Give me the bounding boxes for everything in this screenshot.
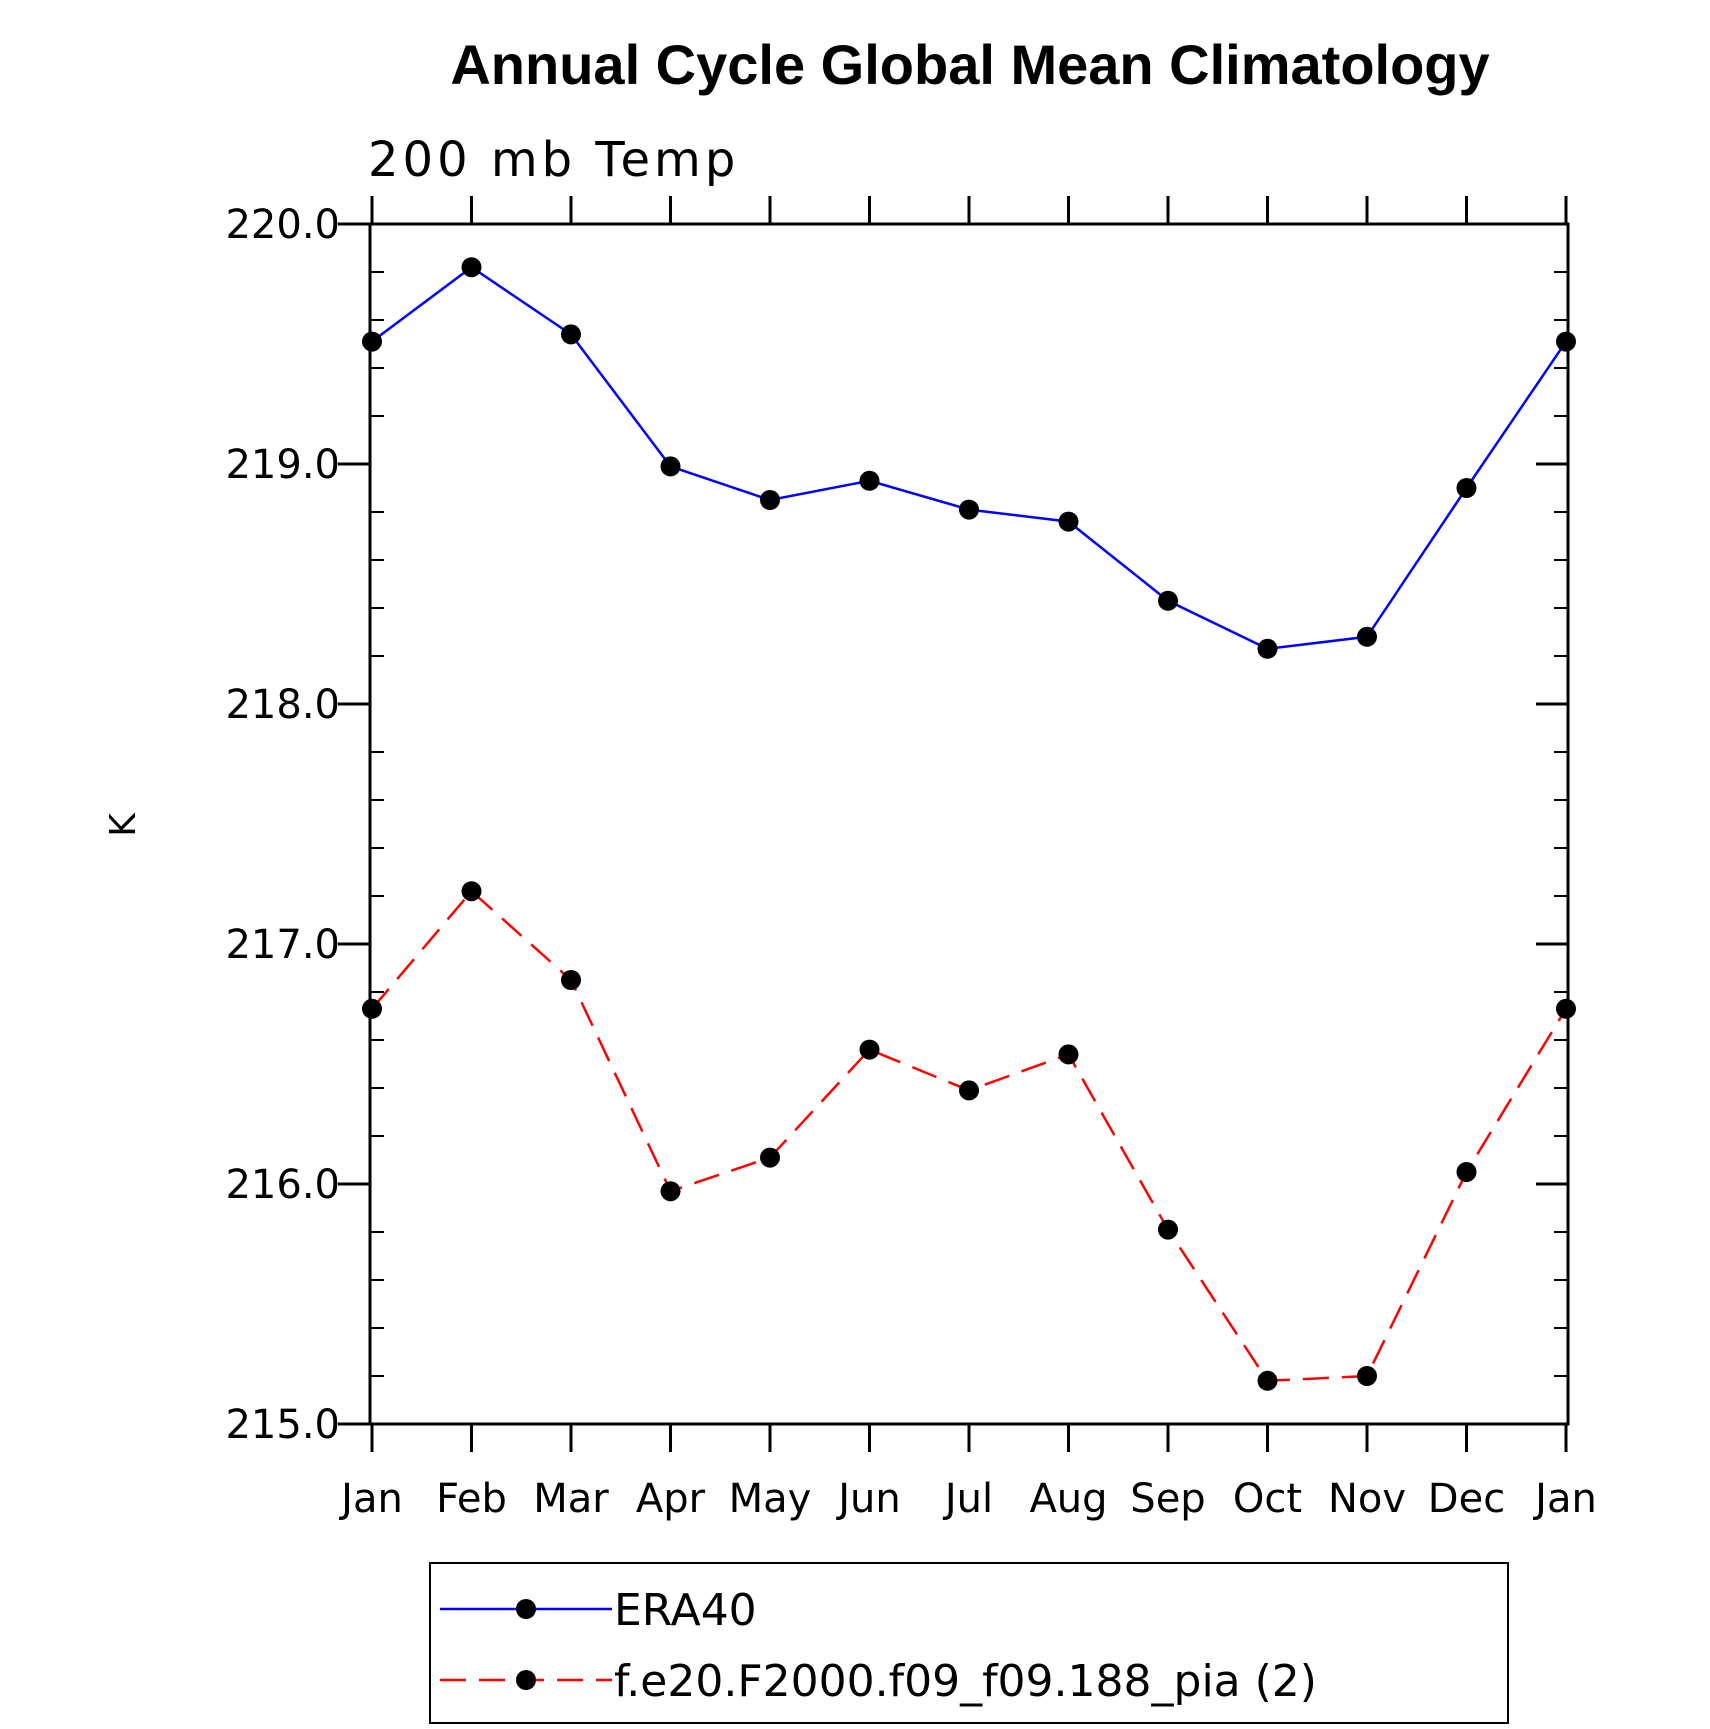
- legend-entry-1: ERA40: [440, 1585, 757, 1636]
- data-point: [561, 970, 581, 990]
- data-point: [1456, 1162, 1477, 1182]
- x-tick-label: May: [729, 1476, 812, 1522]
- data-point: [461, 257, 482, 278]
- series-line: [371, 265, 1568, 651]
- chart-subtitle: 200 mb Temp: [368, 132, 739, 188]
- y-tick-label: 215.0: [225, 1402, 340, 1448]
- x-tick-label: Jan: [1532, 1476, 1597, 1522]
- data-point: [760, 490, 780, 510]
- data-point: [1556, 998, 1576, 1019]
- plot-frame: [368, 222, 1570, 1426]
- plot-axes: Jan Feb Mar Apr May Jun Jul Aug Sep Oct Nov Dec Jan 2…: [225, 196, 1597, 1522]
- data-point: [1158, 590, 1178, 611]
- data-point: [1456, 478, 1477, 498]
- data-point: [362, 998, 382, 1019]
- data-point: [1158, 1219, 1178, 1240]
- data-point: [660, 1181, 681, 1202]
- x-tick-label: Apr: [636, 1476, 706, 1522]
- data-point: [859, 470, 880, 491]
- data-point: [1556, 331, 1576, 352]
- x-tick-label: Feb: [436, 1476, 507, 1522]
- series-2: [362, 881, 1576, 1391]
- data-point: [959, 499, 979, 520]
- data-point: [461, 881, 482, 902]
- y-tick-label: 216.0: [225, 1162, 340, 1208]
- y-tick-label: 217.0: [225, 922, 340, 968]
- series-layer: [362, 257, 1576, 1391]
- legend: ERA40 f.e20.F2000.f09_f09.188_pia (2): [429, 1562, 1509, 1724]
- data-point: [1357, 626, 1377, 647]
- data-point: [362, 331, 382, 352]
- x-tick-label: Jun: [835, 1476, 901, 1522]
- x-tick-label: Sep: [1130, 1476, 1205, 1522]
- series-line: [371, 889, 1568, 1383]
- chart-title: Annual Cycle Global Mean Climatology: [450, 33, 1489, 96]
- data-point: [959, 1080, 979, 1101]
- x-tick-label: Dec: [1428, 1476, 1505, 1522]
- y-tick-label: 220.0: [225, 202, 340, 248]
- series-1: [362, 257, 1576, 659]
- data-point: [561, 324, 581, 345]
- data-point: [1058, 1044, 1079, 1065]
- legend-box: [429, 1562, 1509, 1724]
- y-tick-label: 219.0: [225, 442, 340, 488]
- x-tick-label: Mar: [533, 1476, 609, 1522]
- data-point: [859, 1039, 880, 1060]
- x-tick-label: Jul: [942, 1476, 993, 1522]
- data-point: [1058, 511, 1079, 532]
- y-tick-label: 218.0: [225, 682, 340, 728]
- x-tick-label: Nov: [1328, 1476, 1406, 1522]
- legend-swatch-marker: [516, 1670, 536, 1690]
- data-point: [1357, 1366, 1377, 1386]
- legend-swatch-marker: [516, 1599, 536, 1619]
- data-point: [660, 456, 681, 477]
- y-axis-label: K: [103, 812, 144, 837]
- legend-entry-2: f.e20.F2000.f09_f09.188_pia (2): [440, 1656, 1317, 1707]
- data-point: [1257, 638, 1278, 659]
- x-tick-label: Jan: [338, 1476, 403, 1522]
- x-tick-label: Aug: [1029, 1476, 1107, 1522]
- legend-label: ERA40: [614, 1585, 757, 1636]
- data-point: [1257, 1370, 1278, 1391]
- x-tick-label: Oct: [1233, 1476, 1302, 1522]
- data-point: [760, 1147, 780, 1168]
- legend-label: f.e20.F2000.f09_f09.188_pia (2): [614, 1656, 1317, 1707]
